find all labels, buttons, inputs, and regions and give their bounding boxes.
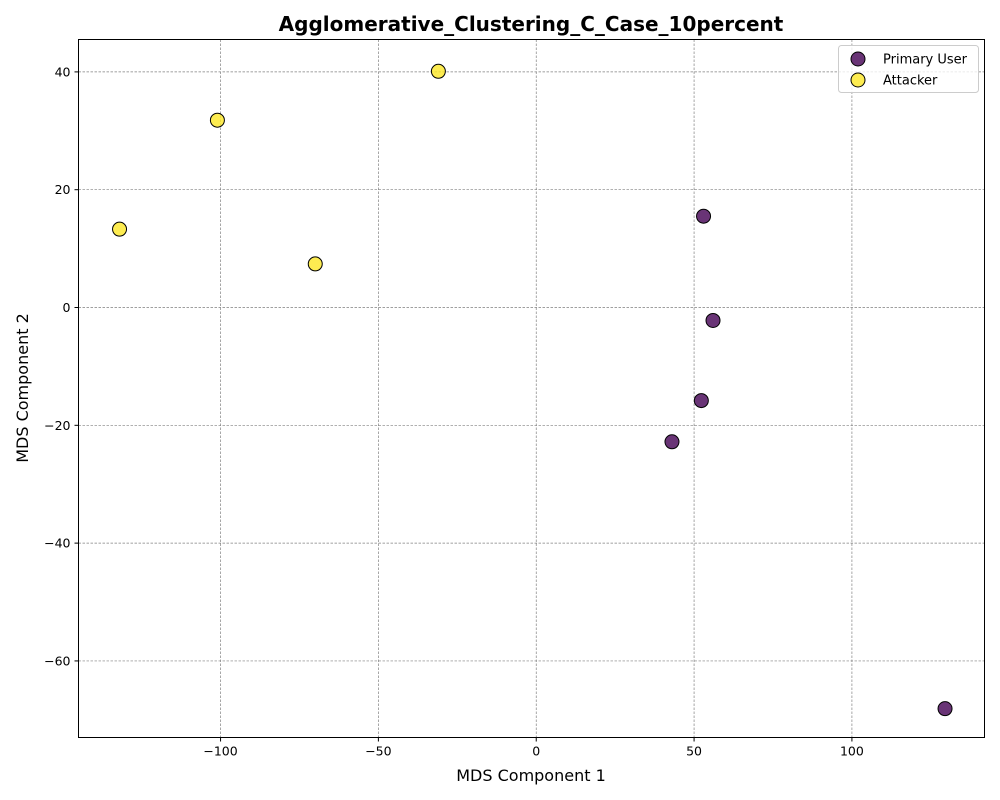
y-tick-label: 20: [55, 182, 71, 197]
y-tick-label: −60: [44, 653, 70, 668]
data-point-primary-user: [705, 312, 721, 328]
y-axis-label: MDS Component 2: [13, 313, 32, 463]
x-tick-label: 50: [686, 744, 702, 759]
legend-label-attacker: Attacker: [883, 74, 938, 89]
y-ticks: −60 −40 −20 0 20 40: [44, 64, 79, 668]
x-ticks: −100 −50 0 50 100: [203, 737, 864, 759]
data-point-attacker: [112, 221, 128, 237]
x-tick-label: −100: [203, 744, 237, 759]
chart-title: Agglomerative_Clustering_C_Case_10percen…: [279, 12, 784, 36]
data-point-primary-user: [937, 701, 953, 717]
data-point-attacker: [430, 63, 446, 79]
legend-label-primary-user: Primary User: [883, 53, 968, 68]
x-tick-label: −50: [365, 744, 391, 759]
plot-frame: [78, 39, 985, 738]
data-point-attacker: [209, 112, 225, 128]
y-tick-label: 0: [63, 300, 71, 315]
legend-marker-attacker: [850, 72, 866, 88]
data-point-primary-user: [696, 208, 712, 224]
data-point-primary-user: [693, 393, 709, 409]
data-point-primary-user: [664, 434, 680, 450]
legend: Primary User Attacker: [838, 45, 979, 93]
y-tick-label: −40: [44, 536, 70, 551]
x-tick-label: 100: [840, 744, 864, 759]
grid: [78, 39, 985, 738]
x-tick-label: 0: [532, 744, 540, 759]
data-point-attacker: [307, 256, 323, 272]
legend-marker-primary-user: [850, 51, 866, 67]
x-axis-label: MDS Component 1: [456, 766, 606, 785]
y-tick-label: 40: [55, 64, 71, 79]
data-points: [112, 63, 953, 717]
legend-box: [838, 45, 979, 93]
y-tick-label: −20: [44, 418, 70, 433]
